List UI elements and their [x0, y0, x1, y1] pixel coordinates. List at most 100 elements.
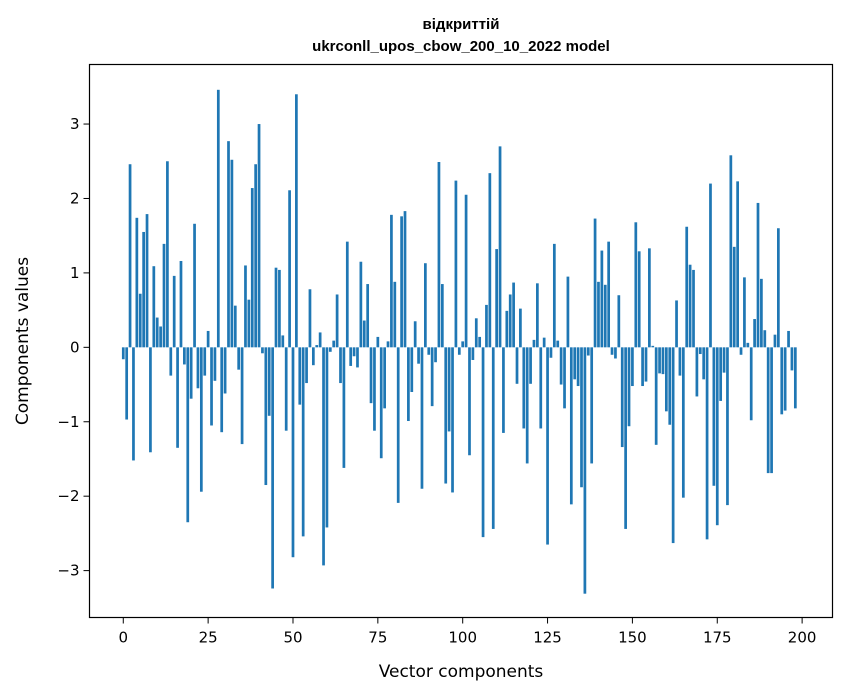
bar-58: [318, 332, 322, 348]
bar-57: [315, 345, 319, 348]
bar-161: [668, 347, 672, 425]
bar-92: [434, 347, 437, 363]
bar-151: [634, 222, 638, 348]
bar-13: [166, 161, 169, 348]
bar-183: [743, 277, 746, 348]
bar-136: [583, 347, 587, 594]
bar-93: [437, 162, 441, 348]
bar-44: [271, 347, 274, 589]
bar-16: [176, 347, 179, 448]
y-tick-label-2: 2: [70, 189, 80, 207]
bar-154: [644, 347, 648, 382]
bar-152: [637, 251, 641, 348]
bar-10: [155, 317, 159, 348]
bar-30: [223, 347, 227, 394]
bar-188: [760, 278, 763, 348]
bar-12: [162, 243, 166, 348]
bar-74: [373, 347, 376, 431]
bar-149: [627, 347, 631, 427]
bar-180: [732, 246, 736, 348]
bar-6: [142, 231, 145, 348]
bar-168: [692, 269, 695, 348]
bar-28: [216, 89, 220, 348]
bar-115: [512, 282, 515, 348]
x-tick-label-75: 75: [368, 629, 387, 647]
bar-197: [790, 347, 794, 371]
bar-155: [648, 248, 651, 348]
bar-52: [298, 347, 302, 405]
chart-title-line-2: ukrconll_upos_cbow_200_10_2022 model: [312, 38, 610, 55]
bar-167: [688, 264, 692, 348]
bar-141: [600, 250, 604, 348]
bar-50: [291, 347, 295, 558]
bar-120: [529, 347, 532, 384]
bar-181: [736, 181, 739, 348]
bar-1: [125, 347, 129, 420]
bar-145: [614, 347, 617, 359]
bar-144: [610, 347, 614, 355]
bar-98: [454, 180, 458, 348]
bar-80: [393, 281, 397, 348]
bar-78: [386, 341, 390, 348]
bar-15: [172, 275, 176, 348]
bar-177: [722, 347, 726, 373]
bar-196: [787, 330, 790, 348]
bar-54: [305, 347, 308, 384]
bar-132: [569, 347, 573, 505]
bar-42: [264, 347, 268, 486]
bar-135: [580, 347, 583, 488]
bar-11: [159, 326, 162, 348]
bar-101: [464, 194, 468, 348]
bar-150: [631, 347, 634, 387]
bar-160: [664, 347, 668, 412]
bar-27: [213, 347, 217, 381]
bar-163: [675, 300, 678, 348]
bar-19: [186, 347, 190, 523]
bar-72: [366, 284, 370, 348]
bar-21: [193, 223, 196, 348]
bar-127: [552, 243, 556, 348]
bar-71: [362, 320, 366, 348]
bar-106: [481, 347, 485, 538]
bar-104: [474, 318, 478, 348]
bar-190: [766, 347, 770, 474]
bar-33: [233, 305, 237, 348]
bar-193: [777, 228, 780, 348]
bar-117: [519, 308, 522, 348]
y-axis-label: Components values: [13, 257, 33, 425]
bar-63: [335, 294, 339, 348]
y-tick-label-3: 3: [70, 115, 80, 133]
x-tick-label-50: 50: [283, 629, 302, 647]
bar-138: [590, 347, 594, 464]
bar-17: [179, 260, 183, 348]
bar-23: [199, 347, 203, 492]
bar-0: [121, 347, 125, 360]
bar-51: [295, 94, 298, 348]
bar-170: [698, 347, 702, 355]
x-tick-label-200: 200: [788, 629, 817, 647]
bar-159: [661, 347, 665, 375]
bar-35: [240, 347, 244, 445]
bar-68: [352, 347, 356, 357]
bar-77: [383, 347, 386, 409]
bar-87: [417, 347, 420, 364]
bar-43: [267, 347, 271, 416]
bar-169: [695, 347, 699, 397]
bar-186: [753, 319, 756, 348]
bar-143: [607, 241, 611, 348]
bar-118: [522, 347, 526, 429]
bar-109: [491, 347, 495, 529]
bar-185: [749, 347, 753, 421]
bar-76: [379, 347, 383, 459]
bar-133: [573, 347, 577, 380]
bar-108: [488, 173, 492, 348]
bar-24: [203, 347, 207, 376]
y-tick-label-1: 1: [70, 264, 80, 282]
axes-frame: [88, 63, 834, 619]
x-tick-label-25: 25: [199, 629, 218, 647]
bar-147: [620, 347, 624, 448]
bar-38: [250, 188, 254, 348]
bar-67: [349, 347, 353, 366]
bar-49: [288, 190, 291, 348]
bar-60: [325, 347, 329, 528]
